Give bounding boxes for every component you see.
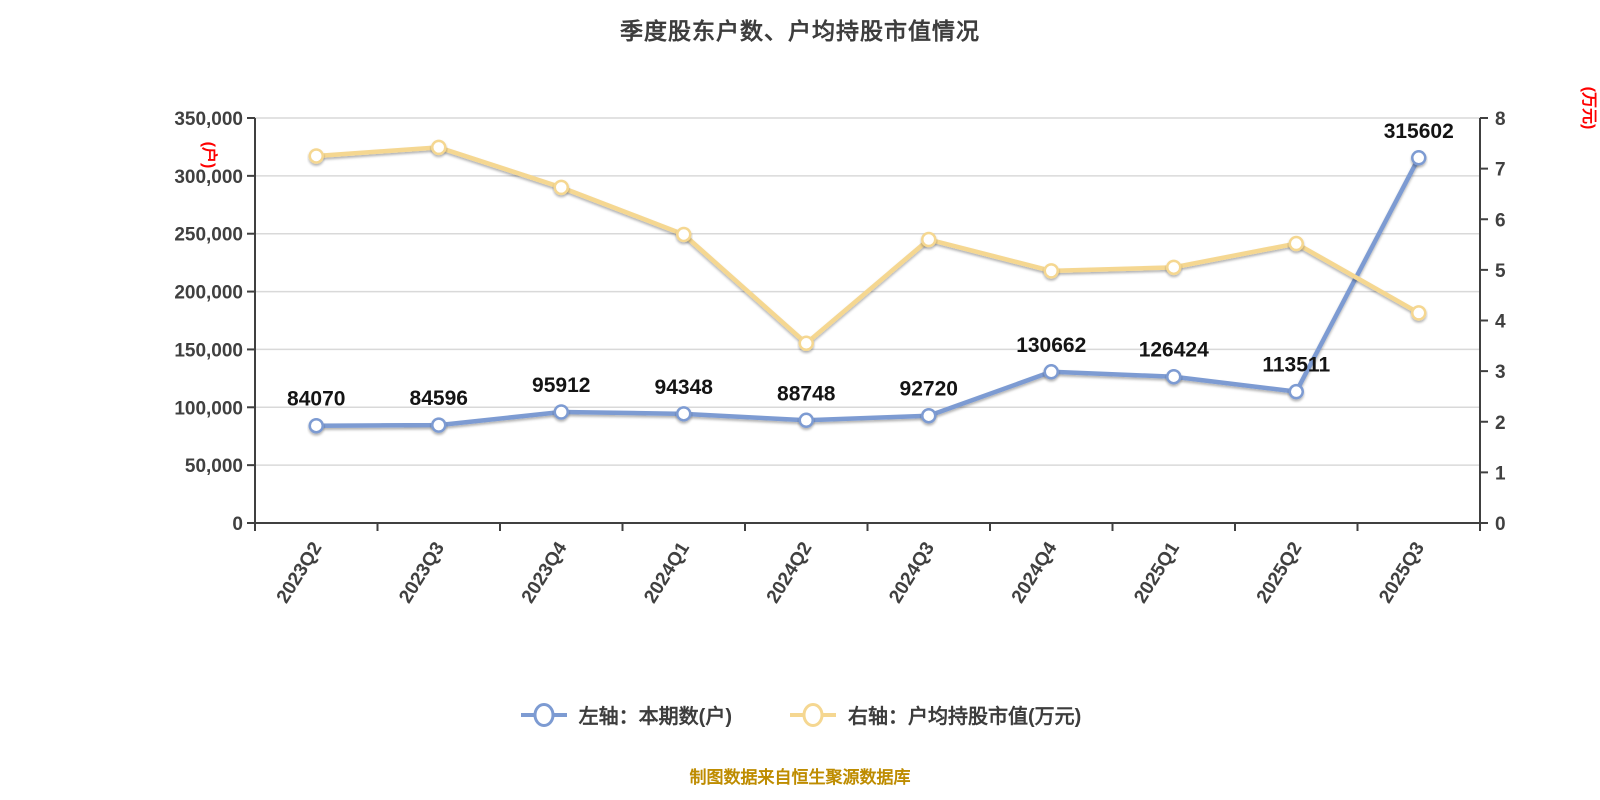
y-axis-label-right: 4 — [1495, 312, 1506, 333]
data-point-shareholder-count[interactable] — [921, 407, 937, 424]
point-label: 94348 — [655, 376, 714, 399]
point-label: 95912 — [532, 374, 590, 397]
x-axis-label: 2023Q3 — [395, 539, 449, 607]
point-label: 84070 — [287, 388, 345, 411]
x-axis-label: 2025Q2 — [1253, 539, 1307, 607]
series-line-shareholder-count — [314, 155, 1421, 428]
legend: 左轴：本期数(户) 右轴：户均持股市值(万元) — [0, 700, 1600, 729]
x-axis-label: 2024Q1 — [640, 538, 694, 607]
data-point-shareholder-count[interactable] — [676, 406, 692, 422]
line-chart-canvas: 0 50,000 100,000 150,000 200,000 250,000 300,0… — [174, 87, 1597, 607]
point-label: 84596 — [410, 387, 468, 410]
data-source-note: 制图数据来自恒生聚源数据库 — [689, 768, 911, 787]
data-point-shareholder-count[interactable] — [1288, 383, 1304, 400]
series-line-avg-holding-value — [314, 145, 1421, 346]
data-point-avg-holding-value[interactable] — [798, 335, 814, 352]
y-axis-label-right: 5 — [1495, 261, 1506, 282]
data-point-avg-holding-value[interactable] — [308, 148, 324, 164]
x-axis-label: 2025Q1 — [1130, 538, 1184, 607]
x-axis-label: 2024Q4 — [1008, 538, 1062, 607]
data-point-shareholder-count[interactable] — [1043, 364, 1059, 380]
point-label: 88748 — [777, 382, 836, 405]
chart-title: 季度股东户数、户均持股市值情况 — [620, 18, 980, 44]
x-axis-label: 2025Q3 — [1375, 539, 1429, 607]
legend-marker-blue — [520, 702, 567, 727]
data-point-avg-holding-value[interactable] — [553, 179, 569, 196]
legend-marker-yellow — [790, 702, 836, 727]
legend-item-avg-holding-value[interactable]: 右轴：户均持股市值(万元) — [788, 700, 1081, 729]
y-axis-label-left: 0 — [232, 514, 243, 535]
y-axis-label-right: 6 — [1495, 210, 1506, 231]
data-point-avg-holding-value[interactable] — [921, 231, 937, 248]
y-axis-label-left: 150,000 — [174, 340, 243, 361]
y-axis-label-left: 100,000 — [174, 398, 243, 419]
data-point-avg-holding-value[interactable] — [676, 226, 692, 243]
x-axis-label: 2024Q2 — [763, 539, 817, 607]
x-axis-label: 2023Q2 — [273, 539, 327, 607]
legend-item-shareholder-count[interactable]: 左轴：本期数(户) — [519, 700, 732, 729]
y-axis-label-right: 3 — [1495, 362, 1506, 383]
data-point-shareholder-count[interactable] — [798, 412, 814, 429]
y-axis-label-left: 350,000 — [174, 109, 243, 130]
right-axis-unit-label: (万元) — [1580, 87, 1597, 130]
y-axis-label-left: 50,000 — [185, 456, 243, 477]
point-label: 130662 — [1016, 334, 1086, 357]
legend-label-left-axis: 左轴：本期数(户) — [578, 706, 732, 728]
point-label: 113511 — [1262, 354, 1330, 377]
data-point-avg-holding-value[interactable] — [1411, 305, 1427, 321]
data-point-shareholder-count[interactable] — [1411, 150, 1427, 166]
data-point-avg-holding-value[interactable] — [1043, 263, 1059, 279]
x-axis-label: 2023Q4 — [518, 538, 572, 607]
data-point-avg-holding-value[interactable] — [431, 139, 447, 156]
point-label: 315602 — [1384, 120, 1454, 143]
y-axis-label-right: 1 — [1495, 463, 1506, 484]
y-axis-label-right: 7 — [1495, 160, 1506, 181]
data-point-shareholder-count[interactable] — [1166, 368, 1182, 385]
x-axis-label: 2024Q3 — [885, 539, 939, 607]
data-point-shareholder-count[interactable] — [431, 417, 447, 433]
y-axis-label-left: 200,000 — [174, 283, 243, 304]
y-axis-label-left: 250,000 — [174, 225, 243, 246]
data-point-avg-holding-value[interactable] — [1166, 259, 1182, 276]
y-axis-label-right: 2 — [1495, 413, 1506, 434]
point-label: 92720 — [900, 378, 958, 401]
data-point-shareholder-count[interactable] — [308, 417, 324, 434]
left-axis-unit-label: (户) — [200, 142, 219, 169]
data-point-avg-holding-value[interactable] — [1288, 235, 1304, 252]
y-axis-label-right: 8 — [1495, 109, 1506, 130]
y-axis-label-left: 300,000 — [174, 167, 243, 188]
point-label: 126424 — [1139, 339, 1209, 362]
y-axis-label-right: 0 — [1495, 514, 1506, 535]
data-point-shareholder-count[interactable] — [553, 404, 569, 420]
legend-label-right-axis: 右轴：户均持股市值(万元) — [848, 706, 1082, 728]
